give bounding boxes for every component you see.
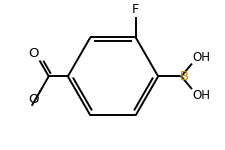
Text: O: O	[28, 93, 38, 106]
Text: O: O	[28, 47, 38, 60]
Text: OH: OH	[191, 51, 209, 63]
Text: F: F	[131, 3, 139, 16]
Text: B: B	[179, 70, 189, 83]
Text: OH: OH	[191, 89, 209, 102]
